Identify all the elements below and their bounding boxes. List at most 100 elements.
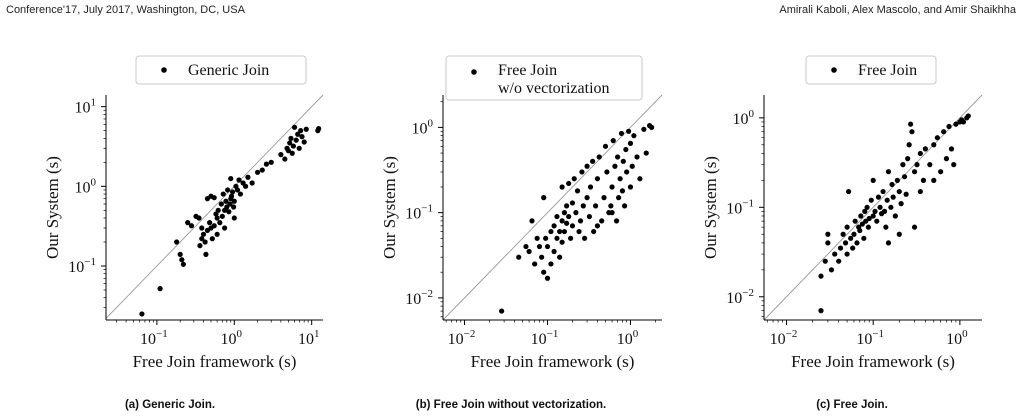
data-point <box>850 245 856 251</box>
data-point <box>892 213 898 219</box>
data-point <box>623 146 629 153</box>
data-point <box>631 133 637 139</box>
data-point <box>288 135 294 141</box>
data-point <box>222 225 228 231</box>
x-tick-label: 10−1 <box>531 328 559 348</box>
data-point <box>534 235 540 241</box>
data-point <box>287 140 293 146</box>
data-point <box>577 218 584 224</box>
data-point <box>825 231 831 237</box>
data-point <box>157 286 163 292</box>
data-point <box>875 194 882 200</box>
data-point <box>818 273 824 279</box>
data-point <box>564 220 570 226</box>
y-tick-label: 100 <box>75 176 97 196</box>
data-point <box>922 146 928 152</box>
legend-label: Free Join <box>498 62 557 79</box>
data-point <box>840 231 846 237</box>
x-tick-label: 10−2 <box>770 328 798 348</box>
data-point <box>541 269 547 275</box>
data-point <box>225 187 231 193</box>
data-point <box>202 239 208 245</box>
data-point <box>960 119 967 125</box>
data-point <box>536 243 543 250</box>
data-point <box>592 203 599 209</box>
data-point <box>209 236 215 242</box>
data-point <box>599 218 605 224</box>
data-point <box>215 207 221 213</box>
data-point <box>868 197 874 203</box>
data-point <box>559 184 565 190</box>
data-point <box>576 228 582 235</box>
data-point <box>259 167 265 173</box>
data-point <box>917 150 923 157</box>
data-point <box>852 218 858 224</box>
legend-box <box>445 55 643 101</box>
data-point <box>951 162 957 168</box>
data-point <box>906 142 912 148</box>
data-point <box>883 224 889 230</box>
data-point <box>618 130 625 137</box>
y-tick-label: 10−1 <box>68 256 96 276</box>
data-point <box>557 254 563 260</box>
y-axis-label: Our System (s) <box>43 156 62 259</box>
y-axis-label: Our System (s) <box>701 156 720 259</box>
data-point <box>296 145 302 151</box>
data-point <box>931 142 937 148</box>
data-point <box>586 213 593 220</box>
data-point <box>854 240 860 246</box>
data-point <box>641 126 647 132</box>
data-point <box>612 163 618 169</box>
data-point <box>569 223 576 229</box>
data-point <box>291 124 298 130</box>
data-point <box>941 129 947 135</box>
data-point <box>953 121 959 127</box>
data-point <box>609 210 615 216</box>
data-point <box>874 218 880 224</box>
y-tick-label: 100 <box>733 108 755 128</box>
data-point <box>544 243 551 250</box>
data-point <box>885 240 892 246</box>
data-point <box>254 169 261 175</box>
data-point <box>619 188 626 194</box>
data-point <box>934 135 940 141</box>
data-point <box>857 227 863 234</box>
data-point <box>864 204 870 210</box>
data-point <box>516 254 522 260</box>
data-point <box>532 261 538 267</box>
data-point <box>890 194 896 200</box>
data-point <box>900 162 906 168</box>
data-point <box>299 134 305 140</box>
data-point <box>832 251 838 257</box>
data-point <box>927 162 933 168</box>
data-point <box>948 146 955 152</box>
data-point <box>848 235 854 241</box>
data-point <box>894 177 900 183</box>
data-point <box>914 162 920 168</box>
data-point <box>610 138 616 144</box>
diagonal-reference-line <box>442 94 663 321</box>
data-point <box>236 177 242 183</box>
y-tick-label: 100 <box>412 117 434 137</box>
data-point <box>844 224 850 230</box>
data-point <box>559 218 565 224</box>
running-header-left: Conference'17, July 2017, Washington, DC… <box>6 4 245 16</box>
data-point <box>903 191 909 197</box>
y-tick-label: 10−2 <box>405 288 433 308</box>
data-point <box>587 184 594 190</box>
y-axis-label: Our System (s) <box>380 156 399 259</box>
data-point <box>228 175 234 182</box>
data-point <box>870 177 876 183</box>
data-point <box>649 124 655 131</box>
data-point <box>180 261 186 267</box>
data-point <box>624 169 630 175</box>
data-point <box>627 140 634 146</box>
data-point <box>218 201 224 207</box>
data-point <box>616 195 622 201</box>
data-point <box>818 308 824 314</box>
data-point <box>566 180 572 187</box>
x-tick-label: 100 <box>221 328 243 348</box>
data-point <box>627 184 634 190</box>
data-point <box>285 148 291 154</box>
legend-marker <box>831 67 837 73</box>
